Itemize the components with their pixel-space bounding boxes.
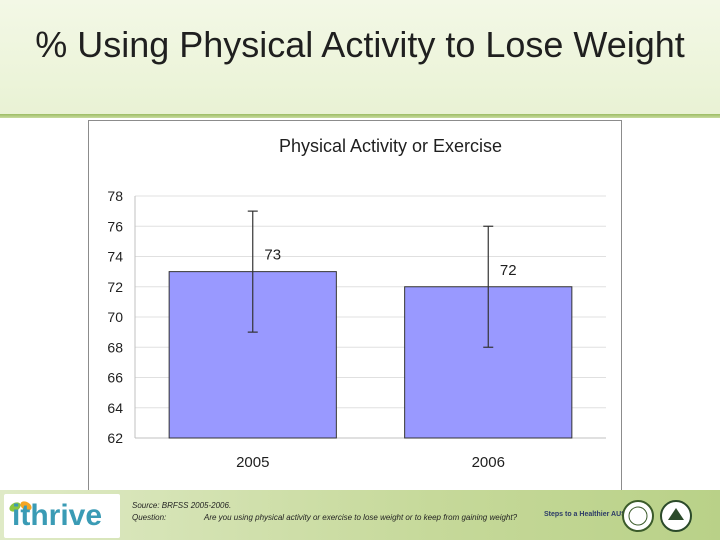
y-tick-label: 78 [107, 188, 123, 204]
y-tick-label: 72 [107, 279, 123, 295]
slide-header [0, 0, 720, 116]
source-line: Source: BRFSS 2005-2006. [132, 501, 232, 510]
chart-title: Physical Activity or Exercise [279, 136, 502, 156]
ithrive-logo [4, 494, 120, 538]
partner-logos: Steps to a Healthier AUSTIN [544, 500, 692, 532]
city-seal-icon [622, 500, 654, 532]
partner-logo-text: Steps to a Healthier AUSTIN [544, 511, 637, 518]
x-tick-label: 2006 [472, 454, 505, 471]
data-label: 73 [264, 247, 281, 264]
y-tick-label: 62 [107, 430, 123, 446]
bar-chart: Physical Activity or Exercise 62 64 66 68 70 7… [107, 136, 606, 471]
y-tick-label: 70 [107, 309, 123, 325]
chart-frame: Physical Activity or Exercise 62 64 66 68 70 7… [88, 120, 622, 492]
question-text: Are you using physical activity or exerc… [204, 513, 518, 522]
slide-title: % Using Physical Activity to Lose Weight [35, 24, 685, 65]
data-label: 72 [500, 262, 517, 279]
county-seal-icon [660, 500, 692, 532]
y-tick-label: 64 [107, 400, 123, 416]
footer-bar [0, 490, 720, 540]
y-tick-label: 74 [107, 249, 123, 265]
leaf-icon [9, 501, 32, 512]
question-line: Question: Are you using physical activity… [132, 512, 517, 524]
y-tick-label: 66 [107, 370, 123, 386]
header-divider [0, 114, 720, 118]
ithrive-logo-text: ithrive [12, 499, 103, 532]
y-tick-label: 76 [107, 218, 123, 234]
source-note: Source: BRFSS 2005-2006. Question: Are yo… [132, 500, 517, 524]
y-tick-label: 68 [107, 339, 123, 355]
steps-austin-logo: Steps to a Healthier AUSTIN [544, 511, 637, 518]
x-tick-label: 2005 [236, 454, 269, 471]
question-label: Question: [132, 513, 167, 522]
